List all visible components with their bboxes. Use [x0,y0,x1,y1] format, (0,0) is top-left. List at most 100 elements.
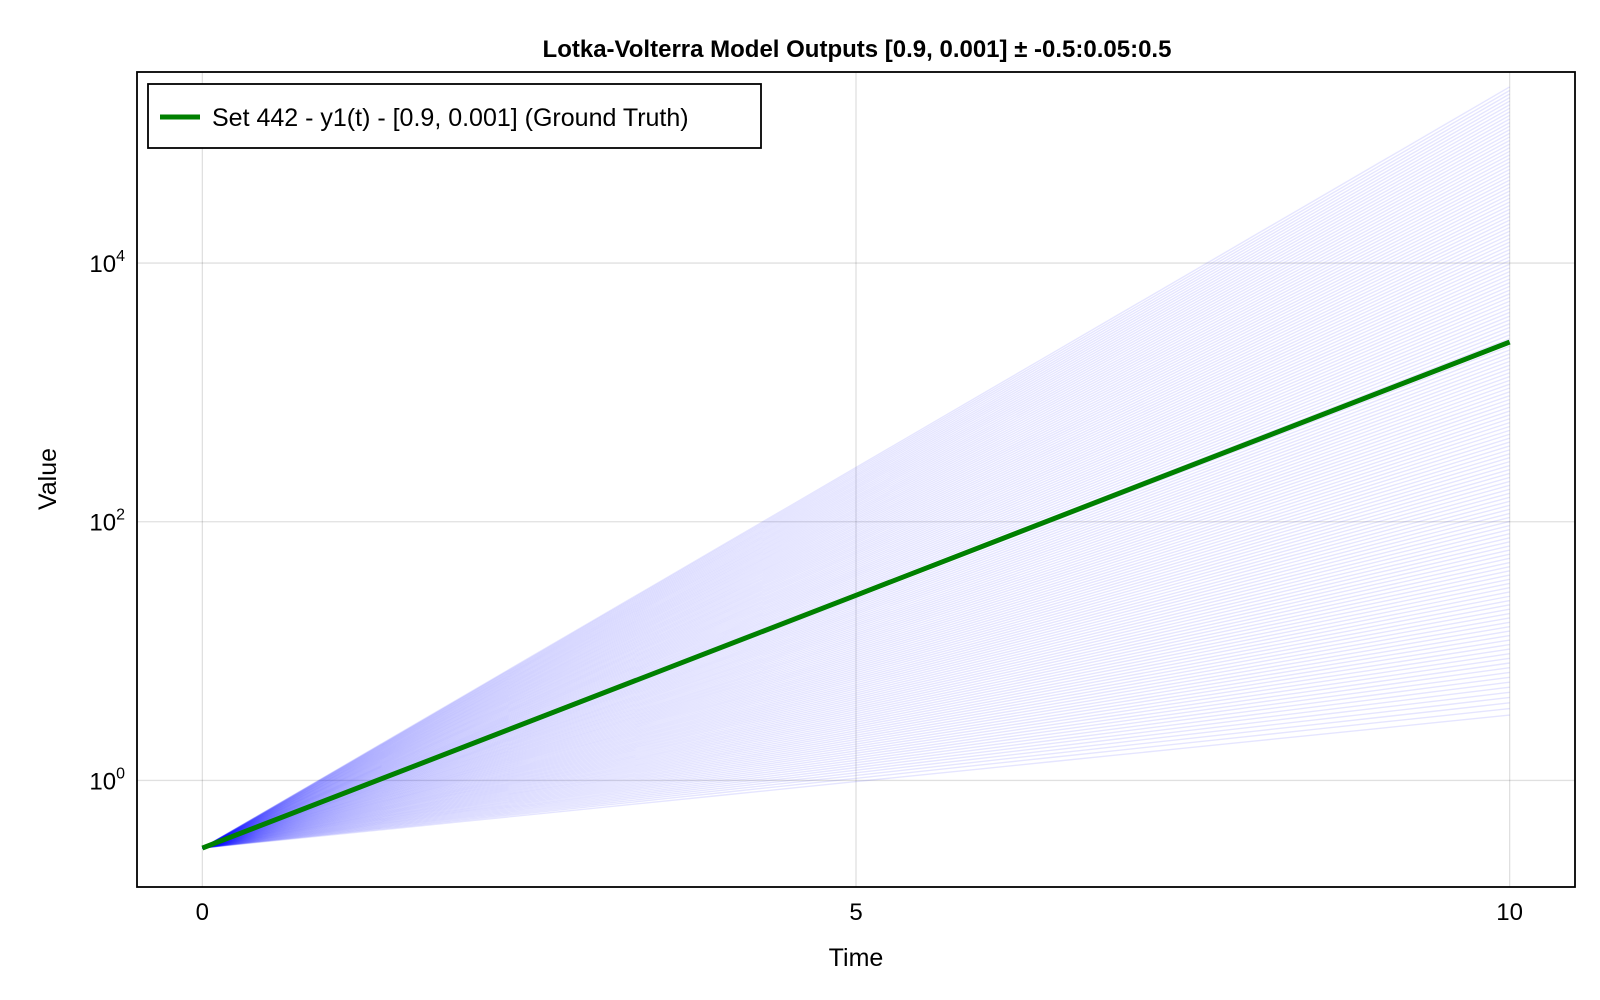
ensemble-line [202,681,1510,849]
ensemble-line [202,111,1510,849]
y-tick-label: 104 [89,248,125,278]
ensemble-line [202,121,1510,849]
ensemble-line [202,89,1510,849]
ensemble-line [202,190,1510,849]
ensemble-line [202,541,1510,849]
ensemble-line [202,599,1510,849]
ensemble-line [202,441,1510,849]
ensemble-line [202,278,1510,849]
ensemble-line [202,118,1510,849]
ensemble-line [202,625,1510,849]
ensemble-line [202,252,1510,849]
ensemble-line [202,157,1510,849]
ensemble-line [202,125,1510,849]
ensemble-line [202,516,1510,849]
ensemble-line [202,496,1510,849]
ensemble-line [202,296,1510,849]
ensemble-line [202,433,1510,849]
ensemble-line [202,617,1510,849]
ensemble-line [202,132,1510,849]
ensemble-line [202,237,1510,849]
ensemble-line [202,241,1510,849]
ensemble-line [202,472,1510,849]
ensemble-line [202,375,1510,849]
y-axis-label: Value [34,448,62,510]
ensemble-line [202,662,1510,849]
ensemble-line [202,175,1510,849]
ensemble-line [202,86,1510,849]
ensemble-line [202,410,1510,849]
ensemble-line [202,639,1510,849]
ensemble-line [202,686,1510,849]
ensemble-line [202,578,1510,849]
ensemble-line [202,657,1510,849]
legend-box [147,83,762,149]
ensemble-line [202,570,1510,849]
ensemble-line [202,259,1510,849]
ensemble-line [202,274,1510,849]
ensemble-line [202,676,1510,849]
ensemble-line [202,104,1510,849]
ensemble-line [202,293,1510,849]
ensemble-line [202,245,1510,849]
ensemble-line [202,248,1510,849]
legend-label: Set 442 - y1(t) - [0.9, 0.001] (Ground T… [212,104,689,132]
ensemble-line [202,492,1510,849]
ensemble-line [202,414,1510,849]
ensemble-line [202,480,1510,849]
ensemble-line [202,230,1510,849]
ensemble-line [202,323,1510,849]
ensemble-line [202,453,1510,849]
ensemble-line [202,449,1510,849]
ensemble-line [202,172,1510,849]
ensemble-line [202,150,1510,849]
ensemble-line [202,387,1510,849]
ensemble-line [202,406,1510,849]
ensemble-line [202,311,1510,849]
ensemble-line [202,300,1510,849]
ensemble-line [202,383,1510,849]
ensemble-line [202,643,1510,849]
ensemble-line [202,702,1510,849]
ensemble-line [202,429,1510,849]
ensemble-line [202,468,1510,849]
ensemble-line [202,304,1510,849]
x-axis-label: Time [829,944,884,972]
x-tick-labels: 0 5 10 [196,899,1523,926]
ensemble-line [202,561,1510,849]
ensemble-line [202,500,1510,849]
ensemble-line [202,545,1510,849]
ensemble-line [202,574,1510,849]
ensemble-line [202,691,1510,849]
ensemble-line [202,282,1510,849]
ensemble-line [202,194,1510,849]
ensemble-line [202,696,1510,849]
ensemble-line [202,587,1510,849]
ensemble-line [202,460,1510,849]
ensemble-line [202,476,1510,849]
ensemble-line [202,557,1510,849]
ensemble-line [202,165,1510,849]
ensemble-line [202,129,1510,849]
ensemble-line [202,368,1510,849]
ensemble-line [202,582,1510,849]
ensemble-line [202,504,1510,849]
ensemble-line [202,707,1510,849]
ensemble-line [202,608,1510,849]
ensemble-line [202,372,1510,849]
ensemble-line [202,168,1510,849]
legend: Set 442 - y1(t) - [0.9, 0.001] (Ground T… [147,83,762,149]
ensemble-line [202,96,1510,849]
ensemble-line [202,512,1510,849]
y-tick-label: 102 [89,507,125,537]
ensemble-line [202,143,1510,849]
ensemble-line [202,197,1510,849]
ensemble-line [202,537,1510,849]
ensemble-line [202,653,1510,849]
ensemble-line [202,591,1510,849]
ground-truth-line [201,339,1511,851]
ensemble-line [202,528,1510,849]
ensemble-line [202,107,1510,849]
